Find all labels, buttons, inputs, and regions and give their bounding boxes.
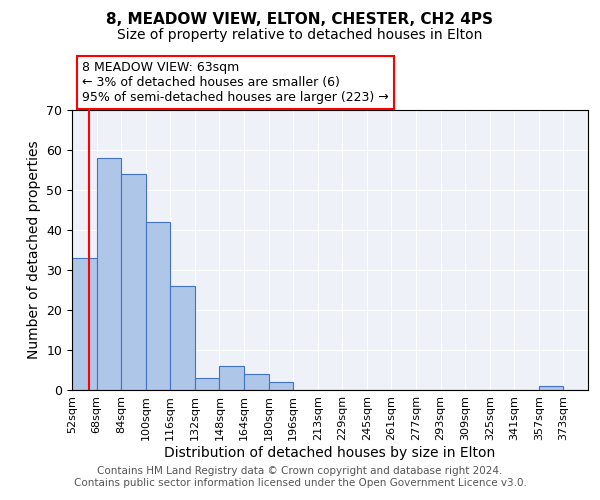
Bar (170, 286, 195, 390)
Bar (539, 386, 563, 390)
Bar (121, 174, 146, 390)
Y-axis label: Number of detached properties: Number of detached properties (27, 140, 41, 360)
Bar (146, 222, 170, 390)
Text: Size of property relative to detached houses in Elton: Size of property relative to detached ho… (118, 28, 482, 42)
Bar (97, 158, 121, 390)
X-axis label: Distribution of detached houses by size in Elton: Distribution of detached houses by size … (164, 446, 496, 460)
Bar (72, 258, 97, 390)
Text: Contains HM Land Registry data © Crown copyright and database right 2024.
Contai: Contains HM Land Registry data © Crown c… (74, 466, 526, 487)
Text: 8, MEADOW VIEW, ELTON, CHESTER, CH2 4PS: 8, MEADOW VIEW, ELTON, CHESTER, CH2 4PS (107, 12, 493, 28)
Bar (244, 374, 269, 390)
Text: 8 MEADOW VIEW: 63sqm
← 3% of detached houses are smaller (6)
95% of semi-detache: 8 MEADOW VIEW: 63sqm ← 3% of detached ho… (82, 62, 389, 104)
Bar (220, 366, 244, 390)
Bar (195, 378, 220, 390)
Bar (269, 382, 293, 390)
